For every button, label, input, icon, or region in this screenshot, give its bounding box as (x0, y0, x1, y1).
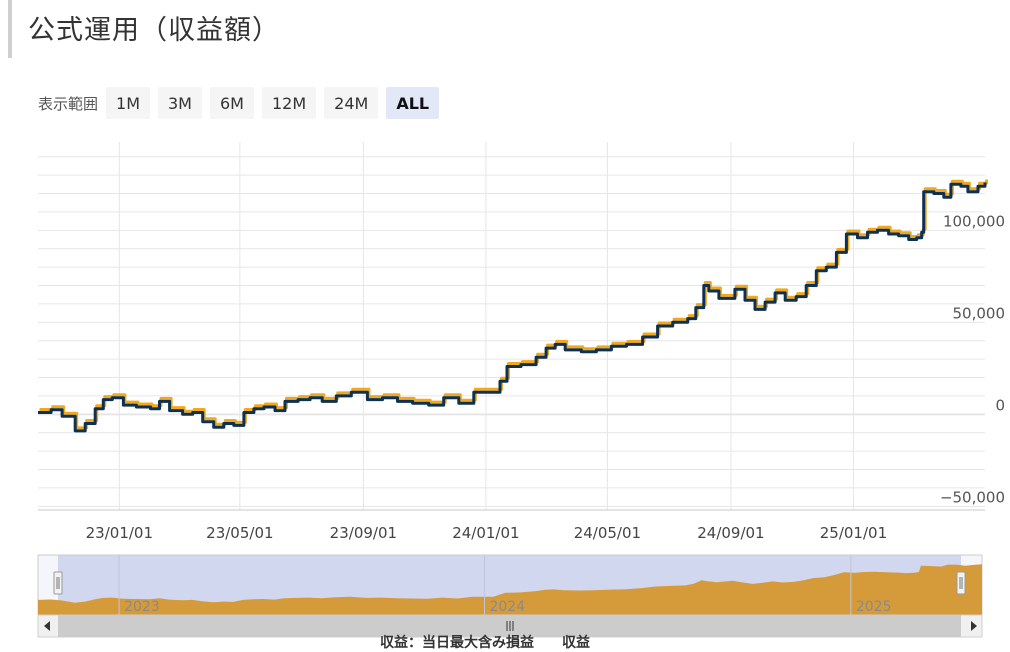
x-tick-label: 24/01/01 (452, 524, 519, 542)
navigator[interactable]: 2023 2024 2025 (0, 545, 1010, 642)
title-bar: 公式運用（収益額） (8, 0, 708, 58)
x-tick-label: 23/09/01 (330, 524, 397, 542)
y-tick-label: 50,000 (953, 304, 1006, 322)
x-tick-label: 24/09/01 (697, 524, 764, 542)
range-button-12m[interactable]: 12M (261, 87, 317, 119)
range-button-1m[interactable]: 1M (106, 87, 150, 119)
x-tick-label: 23/05/01 (206, 524, 273, 542)
profit-chart: 23/01/01 23/05/01 23/09/01 24/01/01 24/05/01… (38, 142, 1005, 542)
y-axis: 100,000 50,000 0 −50,000 (940, 212, 1005, 506)
range-button-6m[interactable]: 6M (209, 87, 254, 119)
navigator-plot: 2023 2024 2025 (37, 554, 983, 638)
navigator-year-label: 2024 (489, 599, 525, 615)
navigator-area (38, 564, 982, 615)
page-title: 公式運用（収益額） (28, 15, 280, 46)
range-label: 表示範囲 (38, 94, 99, 113)
range-button-all[interactable]: ALL (386, 87, 440, 119)
series (38, 179, 988, 433)
range-button-3m[interactable]: 3M (158, 87, 202, 119)
y-tick-label: −50,000 (940, 488, 1005, 506)
x-tick-label: 24/05/01 (574, 524, 641, 542)
range-button-24m[interactable]: 24M (324, 87, 379, 119)
scroll-left-arrow-icon[interactable] (44, 621, 50, 631)
series-line-max (39, 179, 988, 430)
x-tick-label: 25/01/01 (820, 524, 887, 542)
series-line-profit (38, 182, 987, 433)
navigator-handle[interactable] (53, 571, 63, 595)
y-tick-label: 0 (995, 396, 1005, 414)
grid (38, 142, 985, 511)
scroll-right-arrow-icon[interactable] (971, 621, 977, 631)
y-tick-label: 100,000 (943, 212, 1005, 230)
navigator-year-label: 2025 (856, 599, 892, 615)
navigator-year-label: 2023 (124, 599, 160, 615)
x-axis: 23/01/01 23/05/01 23/09/01 24/01/01 24/05/01… (86, 524, 887, 542)
navigator-handle[interactable] (956, 571, 966, 595)
x-tick-label: 23/01/01 (86, 524, 153, 542)
range-selector: 表示範囲 1M 3M 6M 12M 24M ALL (38, 86, 447, 120)
legend-footer: 収益：当日最大含み損益 収益 (380, 635, 590, 651)
